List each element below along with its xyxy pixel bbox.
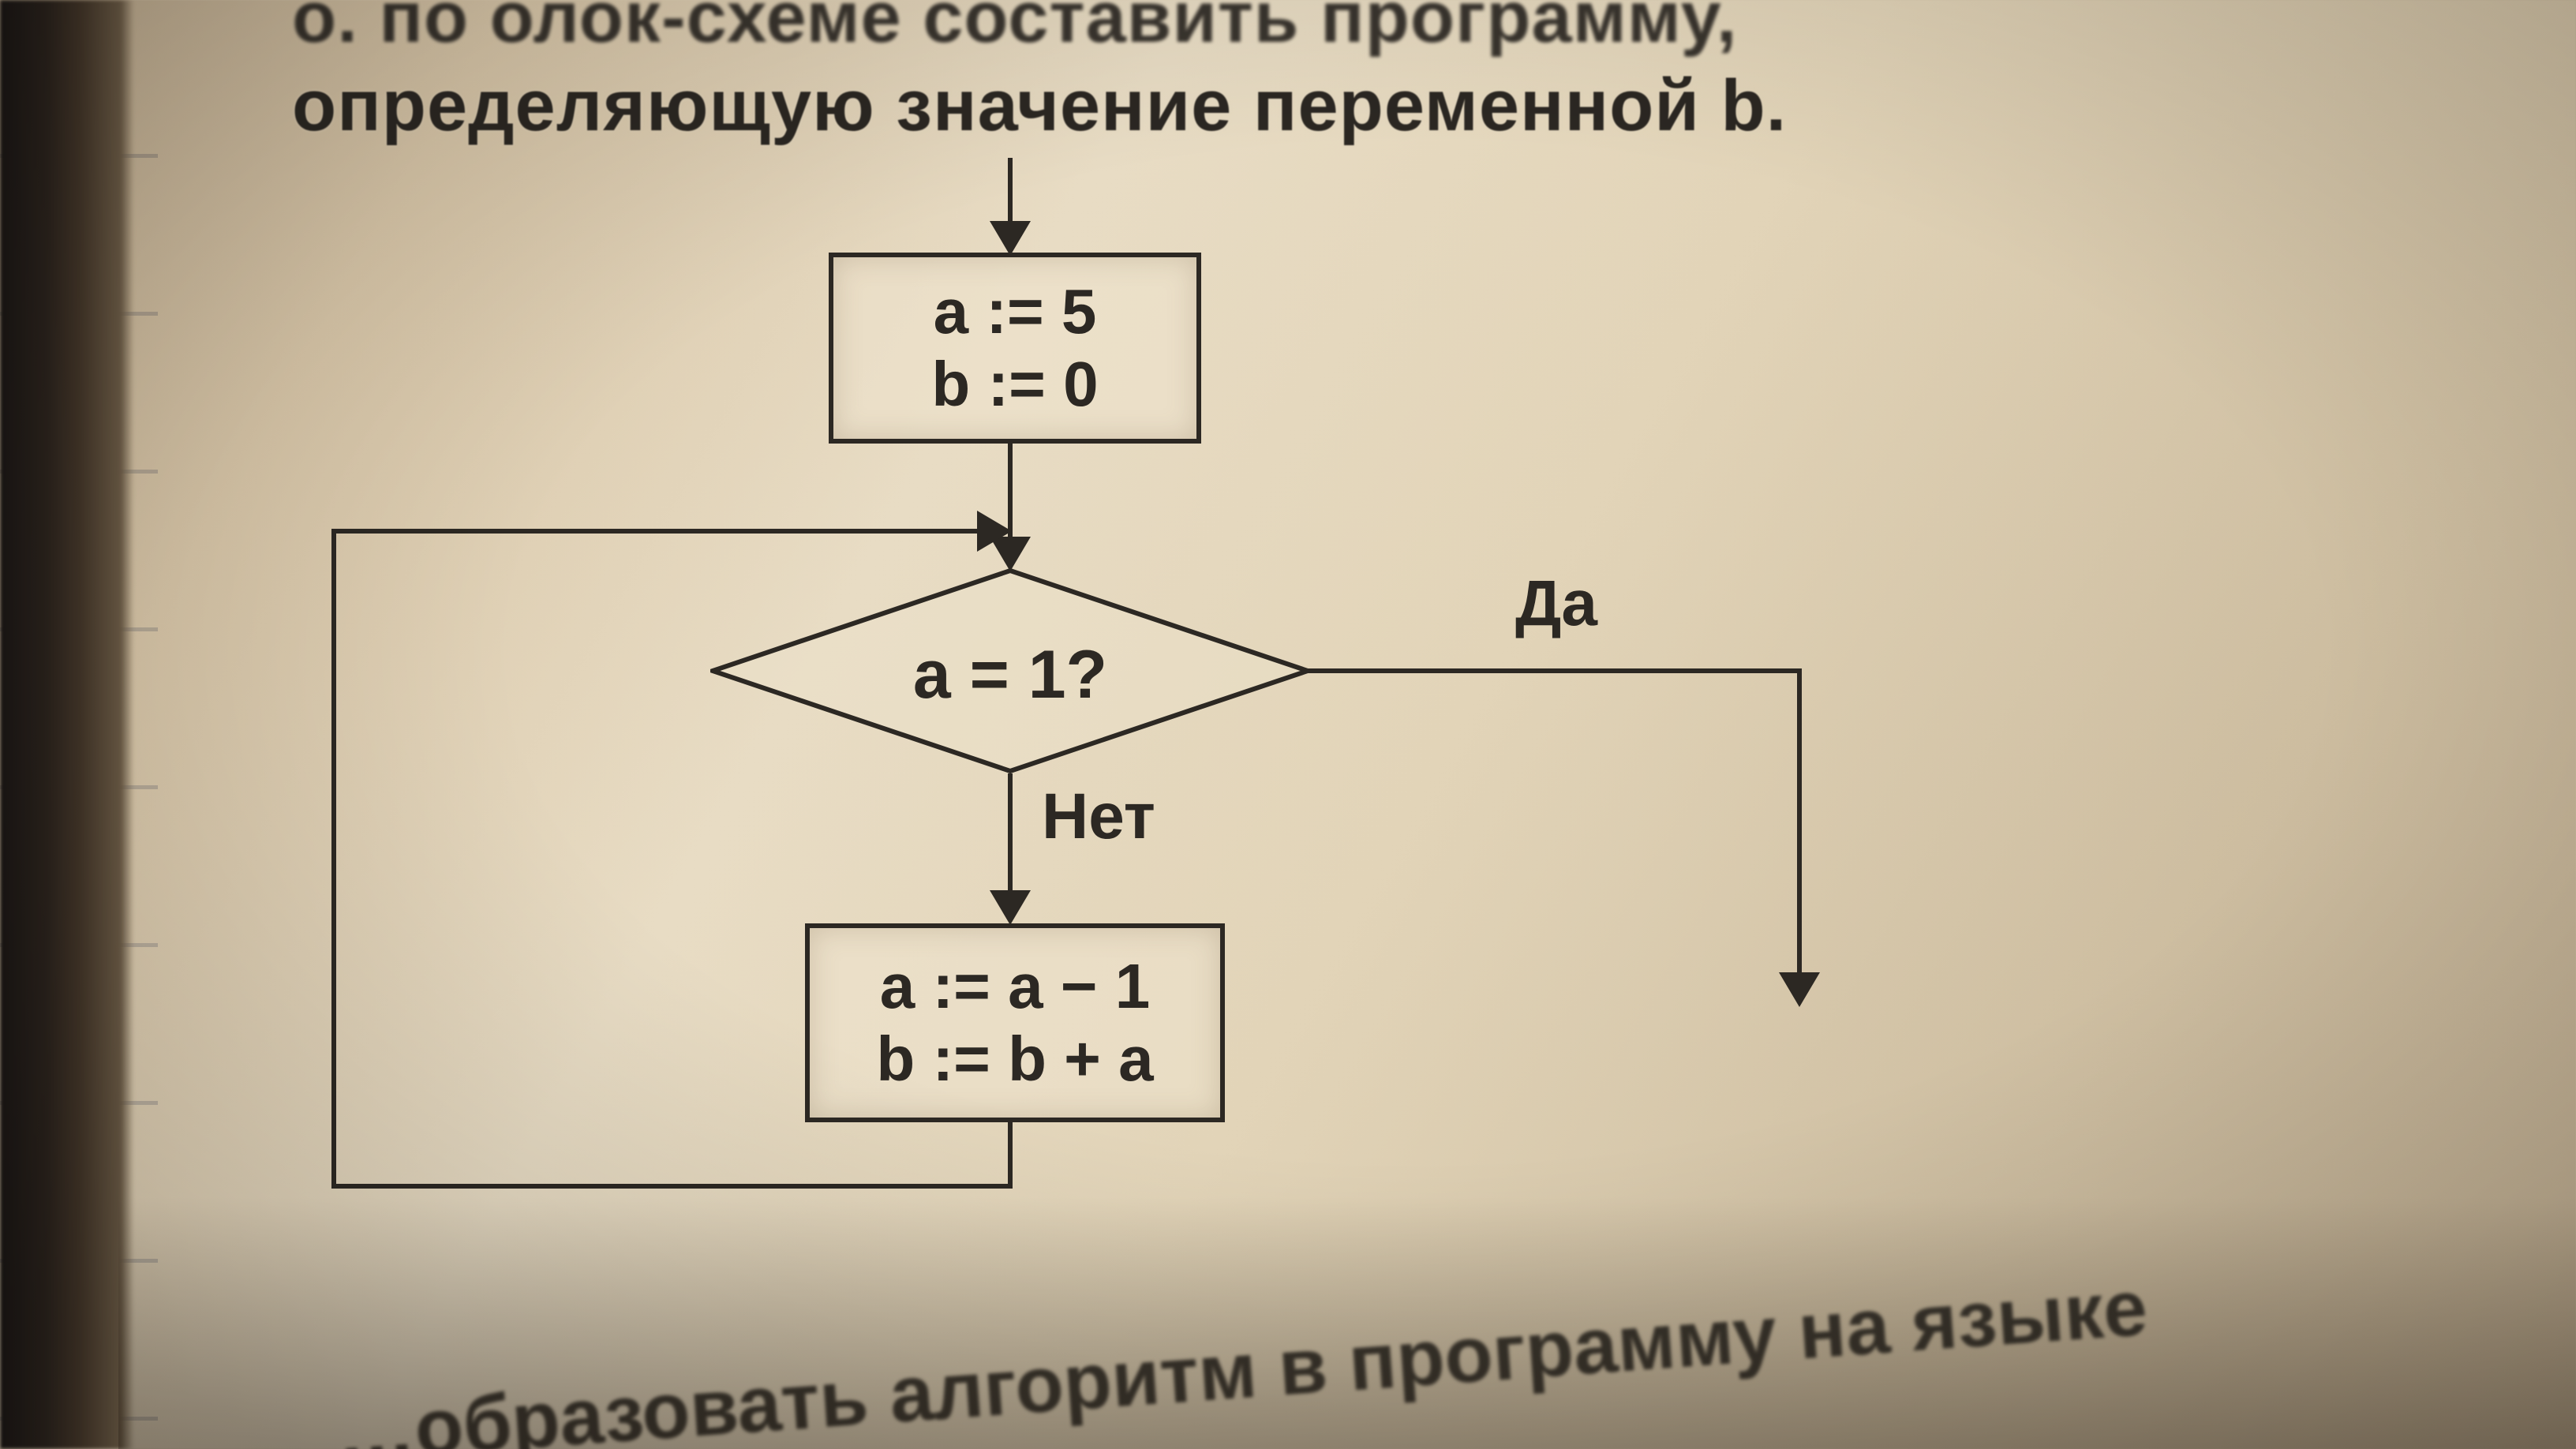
arrowhead-exit	[1779, 972, 1820, 1007]
node-body: a := a − 1 b := b + a	[805, 923, 1225, 1122]
label-no: Нет	[1042, 780, 1155, 854]
edge-entry-init	[1008, 158, 1013, 229]
edge-loop-h1	[331, 1184, 1013, 1189]
edge-yes-v	[1797, 668, 1802, 979]
node-body-line1: a := a − 1	[880, 950, 1150, 1023]
node-init-line2: b := 0	[931, 348, 1098, 421]
flowchart: a := 5 b := 0 a = 1? Нет a := a − 1 b :=…	[284, 189, 2415, 1373]
node-body-line2: b := b + a	[876, 1023, 1153, 1095]
edge-loop-v1	[1008, 1118, 1013, 1187]
page-binding-shadow	[0, 0, 134, 1449]
edge-cond-body	[1008, 773, 1013, 898]
node-init-line1: a := 5	[934, 275, 1097, 348]
edge-yes-h	[1308, 668, 1802, 673]
arrowhead-entry	[990, 221, 1031, 256]
label-yes: Да	[1515, 567, 1597, 641]
node-condition: a = 1?	[710, 568, 1310, 773]
edge-loop-v2	[331, 529, 336, 1189]
task-line1-partial: о. по олок-схеме составить программу,	[292, 0, 1737, 59]
node-init: a := 5 b := 0	[829, 253, 1201, 444]
edge-loop-h2	[331, 529, 985, 534]
arrowhead-cond-body	[990, 890, 1031, 925]
task-line2: определяющую значение переменной b.	[292, 65, 1787, 148]
node-condition-label: a = 1?	[710, 636, 1310, 714]
